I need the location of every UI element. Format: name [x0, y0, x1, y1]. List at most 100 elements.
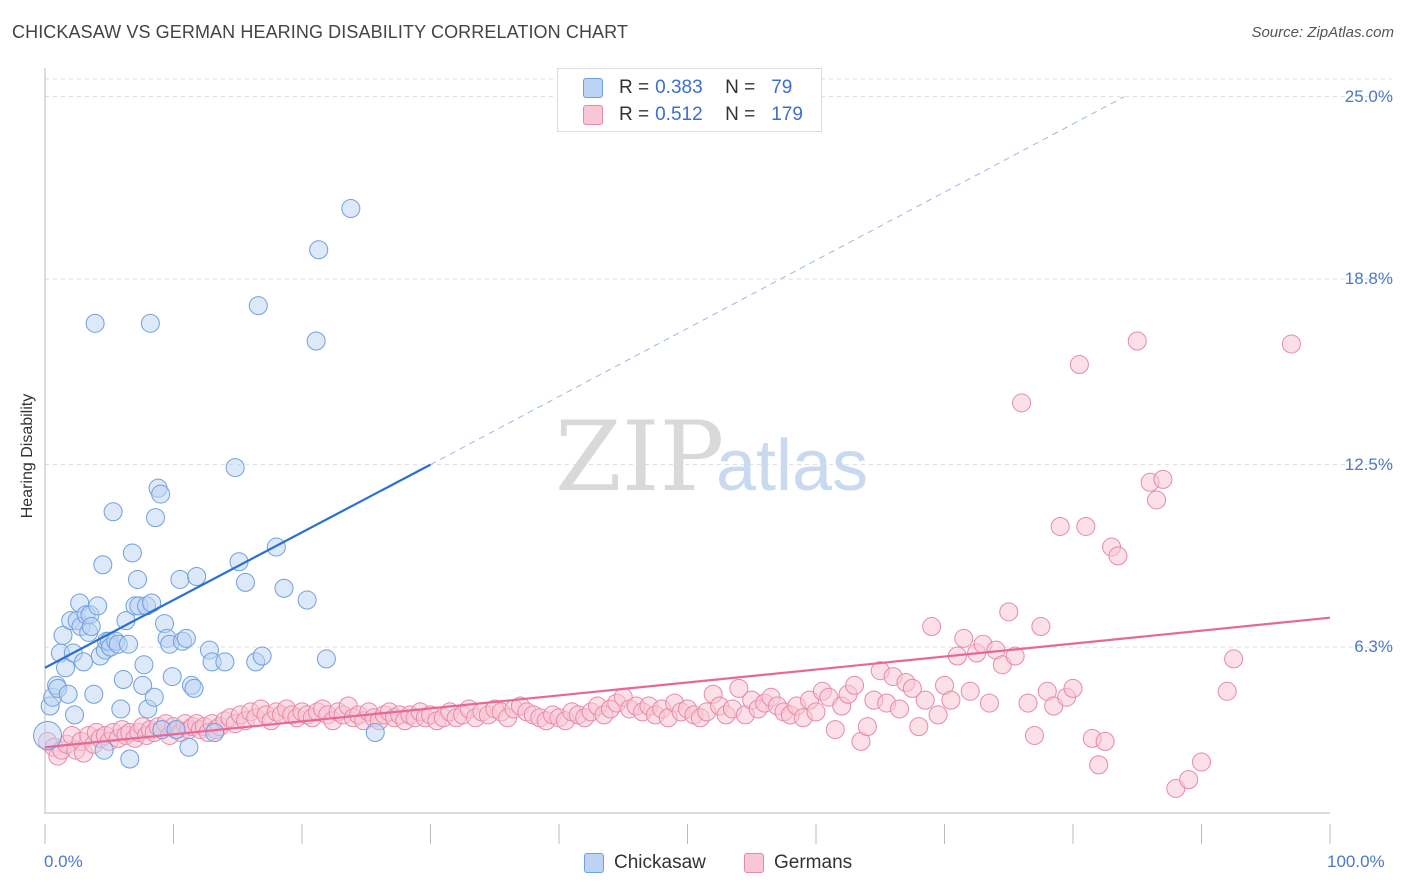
chickasaw-point — [65, 705, 85, 725]
germans-point — [1076, 516, 1096, 536]
chickasaw-point — [215, 652, 235, 672]
germans-point — [960, 681, 980, 701]
legend-n-value-chickasaw: 79 — [771, 77, 793, 98]
germans-point — [1153, 469, 1173, 489]
germans-point — [954, 628, 974, 648]
watermark-atlas: atlas — [716, 426, 868, 506]
legend: R = 0.383 N = 79 R = 0.512 N = 179 — [557, 68, 822, 132]
chickasaw-point — [133, 675, 153, 695]
germans-point — [825, 720, 845, 740]
x-tick-label-min: 0.0% — [44, 852, 83, 871]
germans-point — [1018, 693, 1038, 713]
axes — [44, 68, 1331, 844]
germans-point — [1031, 617, 1051, 637]
germans-point — [979, 693, 999, 713]
chickasaw-point — [170, 569, 190, 589]
bottom-legend-germans: Germans — [744, 852, 852, 874]
bottom-legend-label-chickasaw: Chickasaw — [614, 852, 706, 873]
chickasaw-point — [113, 670, 133, 690]
chickasaw-trend-extension — [430, 96, 1125, 466]
chickasaw-point — [128, 569, 148, 589]
chickasaw-point — [74, 652, 94, 672]
germans-point — [928, 705, 948, 725]
chickasaw-point — [120, 749, 140, 769]
chickasaw-point — [58, 684, 78, 704]
chickasaw-point — [274, 578, 294, 598]
chickasaw-point — [225, 458, 245, 478]
chickasaw-point — [365, 723, 385, 743]
chickasaw-point — [85, 313, 105, 333]
watermark-zip: ZIP — [555, 401, 724, 513]
chickasaw-point — [119, 634, 139, 654]
chickasaw-point — [184, 678, 204, 698]
germans-point — [1069, 355, 1089, 375]
y-tick-label: 6.3% — [1354, 637, 1393, 657]
chickasaw-point — [94, 740, 114, 760]
chickasaw-point — [53, 625, 73, 645]
germans-point — [1095, 731, 1115, 751]
chickasaw-point — [140, 313, 160, 333]
legend-n-label: N = — [725, 77, 756, 98]
germans-point — [1108, 546, 1128, 566]
germans-point — [729, 678, 749, 698]
chickasaw-point — [187, 566, 207, 586]
germans-point — [1147, 490, 1167, 510]
source-credit: Source: ZipAtlas.com — [1251, 24, 1394, 41]
legend-n-value-germans: 179 — [771, 104, 803, 125]
legend-r-value-chickasaw: 0.383 — [655, 77, 703, 98]
legend-r-value-germans: 0.512 — [655, 104, 703, 125]
chickasaw-point — [88, 596, 108, 616]
germans-point — [915, 690, 935, 710]
bottom-legend-label-germans: Germans — [774, 852, 853, 873]
chickasaw-point — [81, 617, 101, 637]
chickasaw-points — [33, 199, 385, 769]
germans-point — [902, 678, 922, 698]
germans-point — [1224, 649, 1244, 669]
germans-point — [1281, 334, 1301, 354]
zipatlas-watermark: ZIP atlas — [555, 401, 868, 513]
chickasaw-point — [248, 296, 268, 316]
germans-point — [1050, 516, 1070, 536]
chickasaw-point — [84, 684, 104, 704]
germans-point — [806, 702, 826, 722]
legend-n-label: N = — [725, 104, 756, 125]
legend-row-germans: R = 0.512 N = 179 — [583, 103, 803, 127]
bottom-legend-swatch-germans — [744, 853, 764, 873]
chickasaw-point — [93, 555, 113, 575]
y-tick-label: 18.8% — [1344, 269, 1393, 289]
germans-point — [941, 690, 961, 710]
chickasaw-point — [122, 543, 142, 563]
germans-point — [999, 602, 1019, 622]
chickasaw-point — [134, 655, 154, 675]
germans-point — [1089, 755, 1109, 775]
germans-point — [1217, 681, 1237, 701]
chickasaw-point — [166, 720, 186, 740]
chickasaw-point — [33, 720, 63, 750]
chickasaw-point — [252, 646, 272, 666]
chickasaw-point — [162, 667, 182, 687]
legend-row-chickasaw: R = 0.383 N = 79 — [583, 76, 792, 100]
germans-point — [1063, 678, 1083, 698]
bottom-legend-chickasaw: Chickasaw — [584, 852, 706, 874]
chickasaw-point — [176, 628, 196, 648]
chickasaw-point — [179, 737, 199, 757]
germans-point — [857, 717, 877, 737]
germans-point — [1179, 770, 1199, 790]
germans-point — [909, 717, 929, 737]
germans-point — [1024, 725, 1044, 745]
germans-trend-line — [44, 616, 1331, 749]
chart-title: CHICKASAW VS GERMAN HEARING DISABILITY C… — [12, 22, 629, 42]
chickasaw-point — [309, 240, 329, 260]
germans-point — [922, 617, 942, 637]
germans-point — [1127, 331, 1147, 351]
legend-swatch-germans — [583, 105, 603, 125]
germans-point — [845, 675, 865, 695]
chickasaw-point — [205, 723, 225, 743]
y-tick-label: 25.0% — [1344, 86, 1393, 106]
chickasaw-point — [316, 649, 336, 669]
germans-point — [1192, 752, 1211, 772]
x-tick-label-max: 100.0% — [1327, 852, 1385, 871]
chickasaw-point — [151, 484, 171, 504]
germans-point — [1005, 646, 1025, 666]
